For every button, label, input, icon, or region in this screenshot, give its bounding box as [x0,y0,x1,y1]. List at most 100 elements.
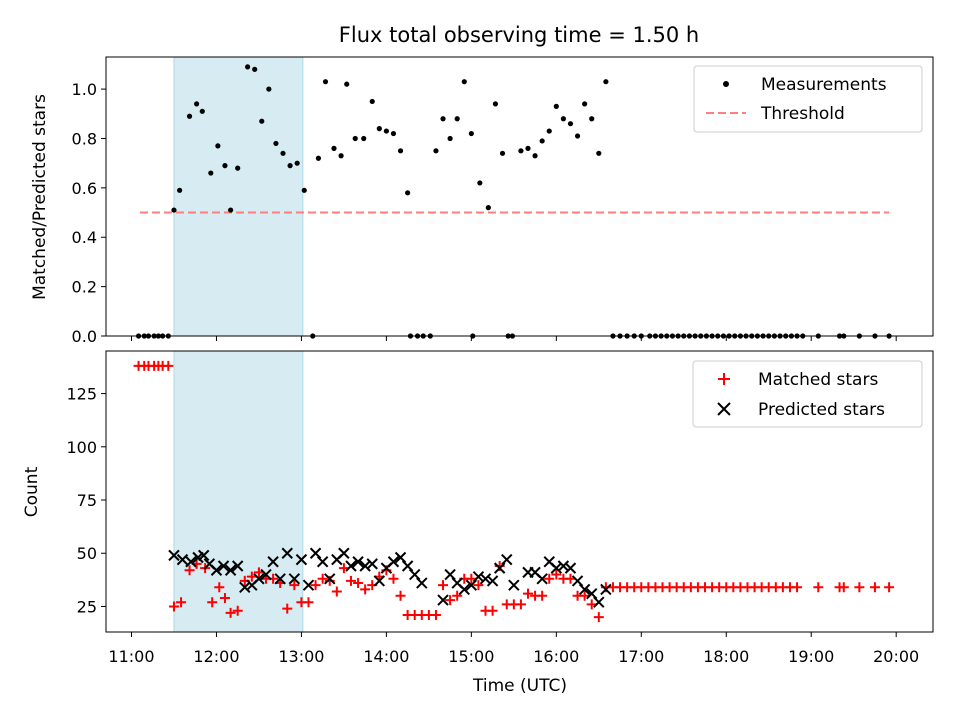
measurement-point [440,116,446,122]
measurement-point [245,64,251,70]
xtick-label: 19:00 [788,647,834,666]
bottom-series-1 [168,547,612,608]
measurement-point [499,150,506,156]
predicted-stars-point [185,556,197,568]
xtick-label: 20:00 [873,647,919,666]
measurement-point [194,101,200,107]
matched-stars-point [854,582,865,593]
measurement-point [322,79,329,85]
measurement-point [589,116,595,122]
measurement-point [376,126,382,132]
predicted-stars-point [316,556,329,568]
predicted-stars-point [217,560,230,572]
matched-stars-point [303,597,314,608]
bottom-legend: Matched stars Predicted stars [692,360,923,428]
measurement-point [596,150,602,156]
measurement-point [186,113,193,119]
predicted-stars-point [593,596,605,608]
predicted-stars-point [493,562,506,574]
matched-stars-point [163,360,174,371]
top-ytick-label: 1.0 [72,80,97,99]
measurement-point [485,205,491,211]
legend-predicted-label: Predicted stars [758,400,885,420]
predicted-stars-point [267,556,279,568]
predicted-stars-point [324,573,336,585]
predicted-stars-point [387,556,400,568]
matched-stars-point [586,599,597,610]
measurement-point [560,116,566,122]
predicted-stars-point [472,570,485,583]
measurement-point [447,135,453,142]
predicted-stars-point [239,581,251,594]
legend-threshold-label: Threshold [760,104,845,124]
measurement-point [361,135,367,142]
predicted-stars-point [309,547,322,559]
top-ylabel: Matched/Predicted stars [30,94,50,300]
top-panel: 0.0 0.2 0.4 0.6 0.8 1.0 Matched/Predicted sta… [30,56,934,346]
predicted-stars-point [486,575,499,587]
measurement-point [477,180,483,186]
measurement-point [492,101,499,107]
measurement-point [454,116,460,122]
measurement-point [461,79,467,85]
top-ytick-label: 0.8 [72,129,97,148]
matched-stars-point [168,601,179,612]
matched-stars-point [246,571,257,582]
measurement-point [171,207,177,213]
matched-stars-point [487,605,498,616]
matched-stars-point [207,597,218,608]
predicted-stars-point [394,551,407,564]
matched-stars-point [214,582,225,593]
measurement-point [582,101,588,107]
xtick-label: 13:00 [278,647,324,666]
top-ytick-label: 0.2 [72,278,97,297]
matched-stars-point [452,590,463,601]
matched-stars-point [515,599,526,610]
predicted-stars-point [536,573,548,585]
predicted-stars-point [479,573,492,585]
measurement-point [259,118,265,124]
measurement-point [567,121,574,127]
top-ytick-label: 0.4 [72,228,97,247]
predicted-stars-point [501,553,513,566]
predicted-stars-point [600,583,612,596]
matched-stars-point [253,567,264,578]
measurement-point [344,81,350,87]
matched-stars-point [593,612,604,623]
measurement-point [383,128,389,134]
top-plot: 0.0 0.2 0.4 0.6 0.8 1.0 [72,56,934,346]
bottom-series-0 [133,360,895,623]
top-legend: Measurements Threshold [693,65,923,133]
bottom-plot: 25 50 75 100 125 11:00 12:00 13:00 14:00 15:00 16:… [66,350,934,666]
top-ytick-label: 0.0 [72,327,97,346]
top-ytick-label: 0.6 [72,179,97,198]
predicted-stars-point [210,564,223,576]
measurement-point [287,163,293,169]
predicted-stars-point [338,547,350,559]
predicted-stars-point [224,564,237,576]
predicted-stars-point [564,562,577,574]
matched-stars-point [430,609,441,620]
top-axes-frame [105,56,934,337]
matched-stars-point [219,592,230,603]
predicted-stars-point [557,560,570,572]
legend-measurements-marker [723,81,729,87]
measurement-point [574,133,581,139]
measurement-point [539,138,545,144]
measurement-point [525,145,531,151]
predicted-stars-point [366,558,378,570]
bottom-ylabel: Count [22,466,42,517]
xtick-label: 16:00 [533,647,579,666]
matched-stars-point [338,563,349,574]
matched-stars-point [395,590,406,601]
legend-matched-label: Matched stars [758,370,878,390]
matched-stars-point [438,580,449,591]
measurement-point [208,170,214,176]
measurement-point [228,207,234,213]
measurement-point [553,103,559,109]
bottom-ytick-label: 25 [77,597,97,616]
matched-stars-point [884,582,895,593]
predicted-stars-point [550,562,563,574]
predicted-stars-point [231,560,244,572]
